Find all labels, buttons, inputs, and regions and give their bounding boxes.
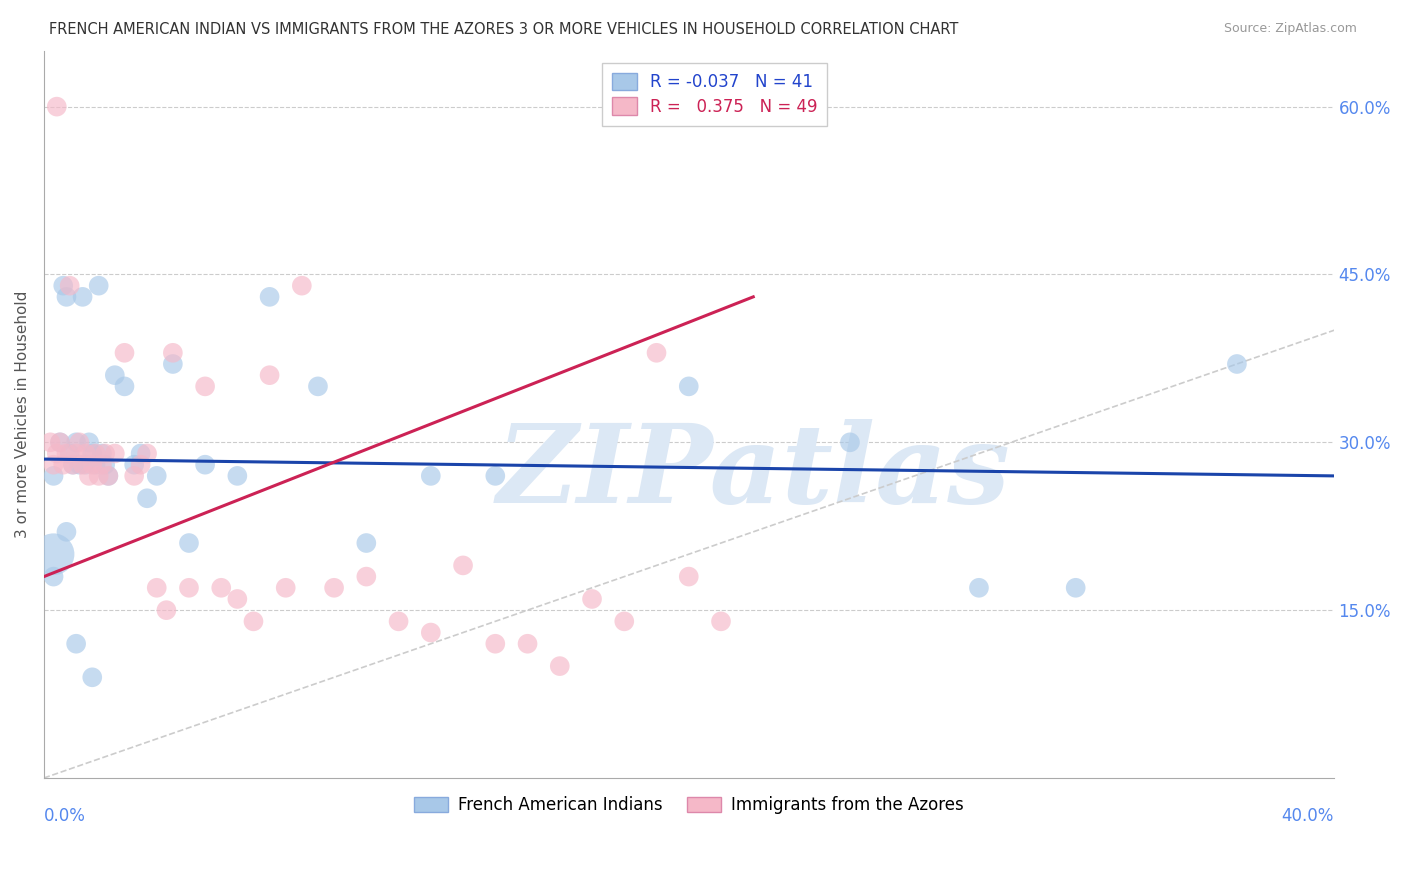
Point <box>82 458 104 472</box>
Point <box>177 581 200 595</box>
Point <box>94 446 117 460</box>
Point <box>45 100 67 114</box>
Point <box>484 469 506 483</box>
Point <box>42 458 65 472</box>
Point <box>104 368 127 383</box>
Point <box>678 379 700 393</box>
Point <box>65 435 87 450</box>
Point <box>114 379 136 393</box>
Point <box>129 458 152 472</box>
Point <box>84 458 107 472</box>
Point <box>356 569 378 583</box>
Point <box>77 435 100 450</box>
Point <box>62 458 84 472</box>
Point <box>87 278 110 293</box>
Point <box>136 446 159 460</box>
Text: FRENCH AMERICAN INDIAN VS IMMIGRANTS FROM THE AZORES 3 OR MORE VEHICLES IN HOUSE: FRENCH AMERICAN INDIAN VS IMMIGRANTS FRO… <box>49 22 959 37</box>
Point <box>516 637 538 651</box>
Point <box>59 446 82 460</box>
Point <box>45 446 67 460</box>
Point <box>122 458 145 472</box>
Y-axis label: 3 or more Vehicles in Household: 3 or more Vehicles in Household <box>15 291 30 538</box>
Point <box>94 458 117 472</box>
Point <box>356 536 378 550</box>
Point <box>1064 581 1087 595</box>
Point <box>419 625 441 640</box>
Point <box>114 346 136 360</box>
Point <box>90 458 112 472</box>
Point <box>104 446 127 460</box>
Point <box>122 469 145 483</box>
Point <box>59 278 82 293</box>
Point <box>645 346 668 360</box>
Point <box>90 446 112 460</box>
Point <box>387 615 409 629</box>
Point <box>49 435 72 450</box>
Point <box>145 581 167 595</box>
Point <box>613 615 636 629</box>
Point <box>548 659 571 673</box>
Point <box>226 469 249 483</box>
Point <box>67 458 90 472</box>
Text: ZIPatlas: ZIPatlas <box>496 418 1010 526</box>
Point <box>194 458 217 472</box>
Point <box>42 469 65 483</box>
Legend: French American Indians, Immigrants from the Azores: French American Indians, Immigrants from… <box>408 789 970 821</box>
Point <box>162 357 184 371</box>
Point <box>484 637 506 651</box>
Point <box>84 446 107 460</box>
Point <box>55 290 77 304</box>
Point <box>291 278 314 293</box>
Point <box>259 290 281 304</box>
Text: Source: ZipAtlas.com: Source: ZipAtlas.com <box>1223 22 1357 36</box>
Point <box>209 581 232 595</box>
Point <box>52 458 75 472</box>
Point <box>55 446 77 460</box>
Point <box>65 446 87 460</box>
Point <box>194 379 217 393</box>
Point <box>129 446 152 460</box>
Point <box>97 469 120 483</box>
Point <box>581 591 603 606</box>
Point <box>82 446 104 460</box>
Point <box>52 278 75 293</box>
Point <box>967 581 990 595</box>
Point <box>65 637 87 651</box>
Point <box>82 670 104 684</box>
Point <box>39 435 62 450</box>
Point <box>72 290 94 304</box>
Point <box>678 569 700 583</box>
Point <box>155 603 177 617</box>
Point <box>419 469 441 483</box>
Point <box>62 458 84 472</box>
Point <box>323 581 346 595</box>
Point <box>77 469 100 483</box>
Point <box>97 469 120 483</box>
Point <box>710 615 733 629</box>
Text: 40.0%: 40.0% <box>1281 807 1334 825</box>
Point <box>242 615 264 629</box>
Point <box>75 458 97 472</box>
Point <box>67 435 90 450</box>
Point <box>42 569 65 583</box>
Point <box>1226 357 1249 371</box>
Point <box>145 469 167 483</box>
Point <box>55 524 77 539</box>
Point <box>49 435 72 450</box>
Point <box>259 368 281 383</box>
Point <box>72 458 94 472</box>
Point <box>307 379 329 393</box>
Text: 0.0%: 0.0% <box>44 807 86 825</box>
Point <box>42 547 65 561</box>
Point <box>451 558 474 573</box>
Point <box>226 591 249 606</box>
Point <box>162 346 184 360</box>
Point <box>75 446 97 460</box>
Point <box>274 581 297 595</box>
Point <box>136 491 159 506</box>
Point <box>177 536 200 550</box>
Point <box>839 435 862 450</box>
Point <box>87 469 110 483</box>
